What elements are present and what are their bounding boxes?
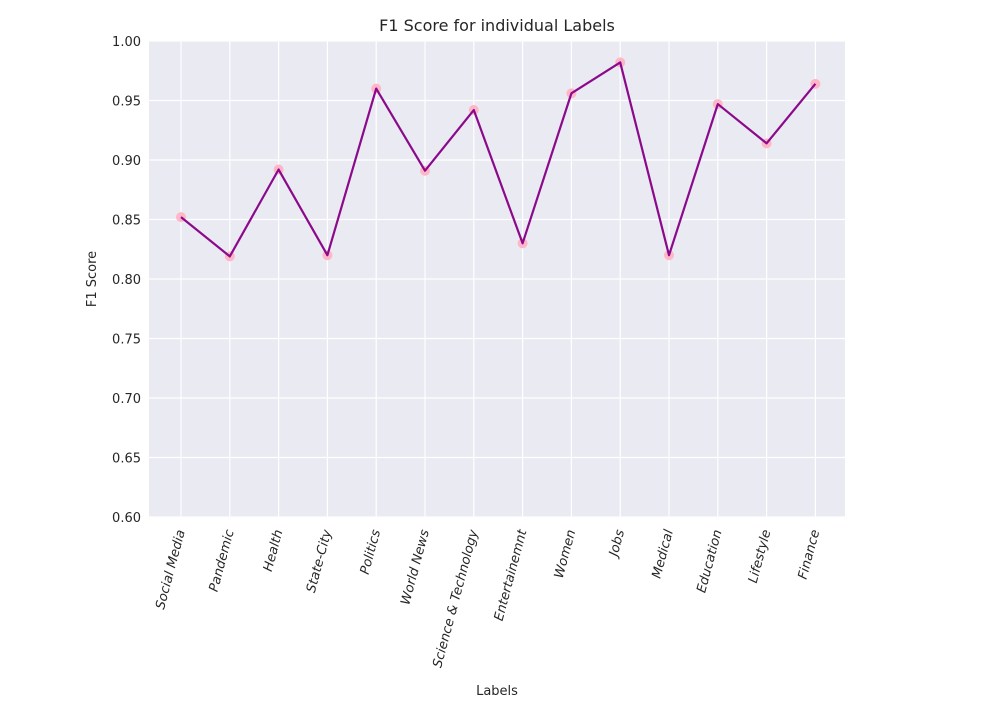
y-tick-label: 0.75 — [112, 333, 141, 348]
x-tick-label: Health — [261, 528, 287, 573]
y-tick-label: 0.65 — [112, 452, 141, 467]
y-tick-labels: 0.60 0.65 0.70 0.75 0.80 0.85 0.90 0.95 1.00 — [112, 35, 141, 526]
x-tick-label: Education — [694, 528, 725, 594]
chart-title: F1 Score for individual Labels — [379, 16, 615, 35]
x-tick-label: Jobs — [606, 528, 628, 561]
x-tick-label: Politics — [358, 528, 384, 576]
x-tick-label: Medical — [649, 528, 676, 580]
x-tick-labels: Social Media Pandemic Health State-City Poli… — [153, 527, 823, 669]
x-tick-label: Pandemic — [207, 528, 238, 593]
x-tick-label: Women — [552, 528, 579, 580]
grid-lines — [149, 40, 845, 518]
x-axis-label: Labels — [476, 684, 518, 699]
y-tick-label: 0.70 — [112, 392, 141, 407]
y-axis-label: F1 Score — [85, 251, 100, 307]
series-line — [180, 61, 817, 258]
x-tick-label: Social Media — [153, 528, 189, 611]
y-tick-label: 0.95 — [112, 95, 141, 110]
y-tick-label: 0.85 — [112, 214, 141, 229]
y-tick-label: 0.90 — [112, 154, 141, 169]
x-tick-label: Lifestyle — [746, 528, 775, 585]
y-tick-label: 0.60 — [112, 511, 141, 526]
x-tick-label: Entertainemnt — [492, 527, 531, 622]
x-tick-label: Science & Technology — [430, 528, 481, 670]
x-tick-label: World News — [398, 528, 433, 607]
y-tick-label: 0.80 — [112, 273, 141, 288]
y-tick-label: 1.00 — [112, 35, 141, 50]
x-tick-label: State-City — [304, 528, 335, 595]
x-tick-label: Finance — [796, 528, 824, 581]
